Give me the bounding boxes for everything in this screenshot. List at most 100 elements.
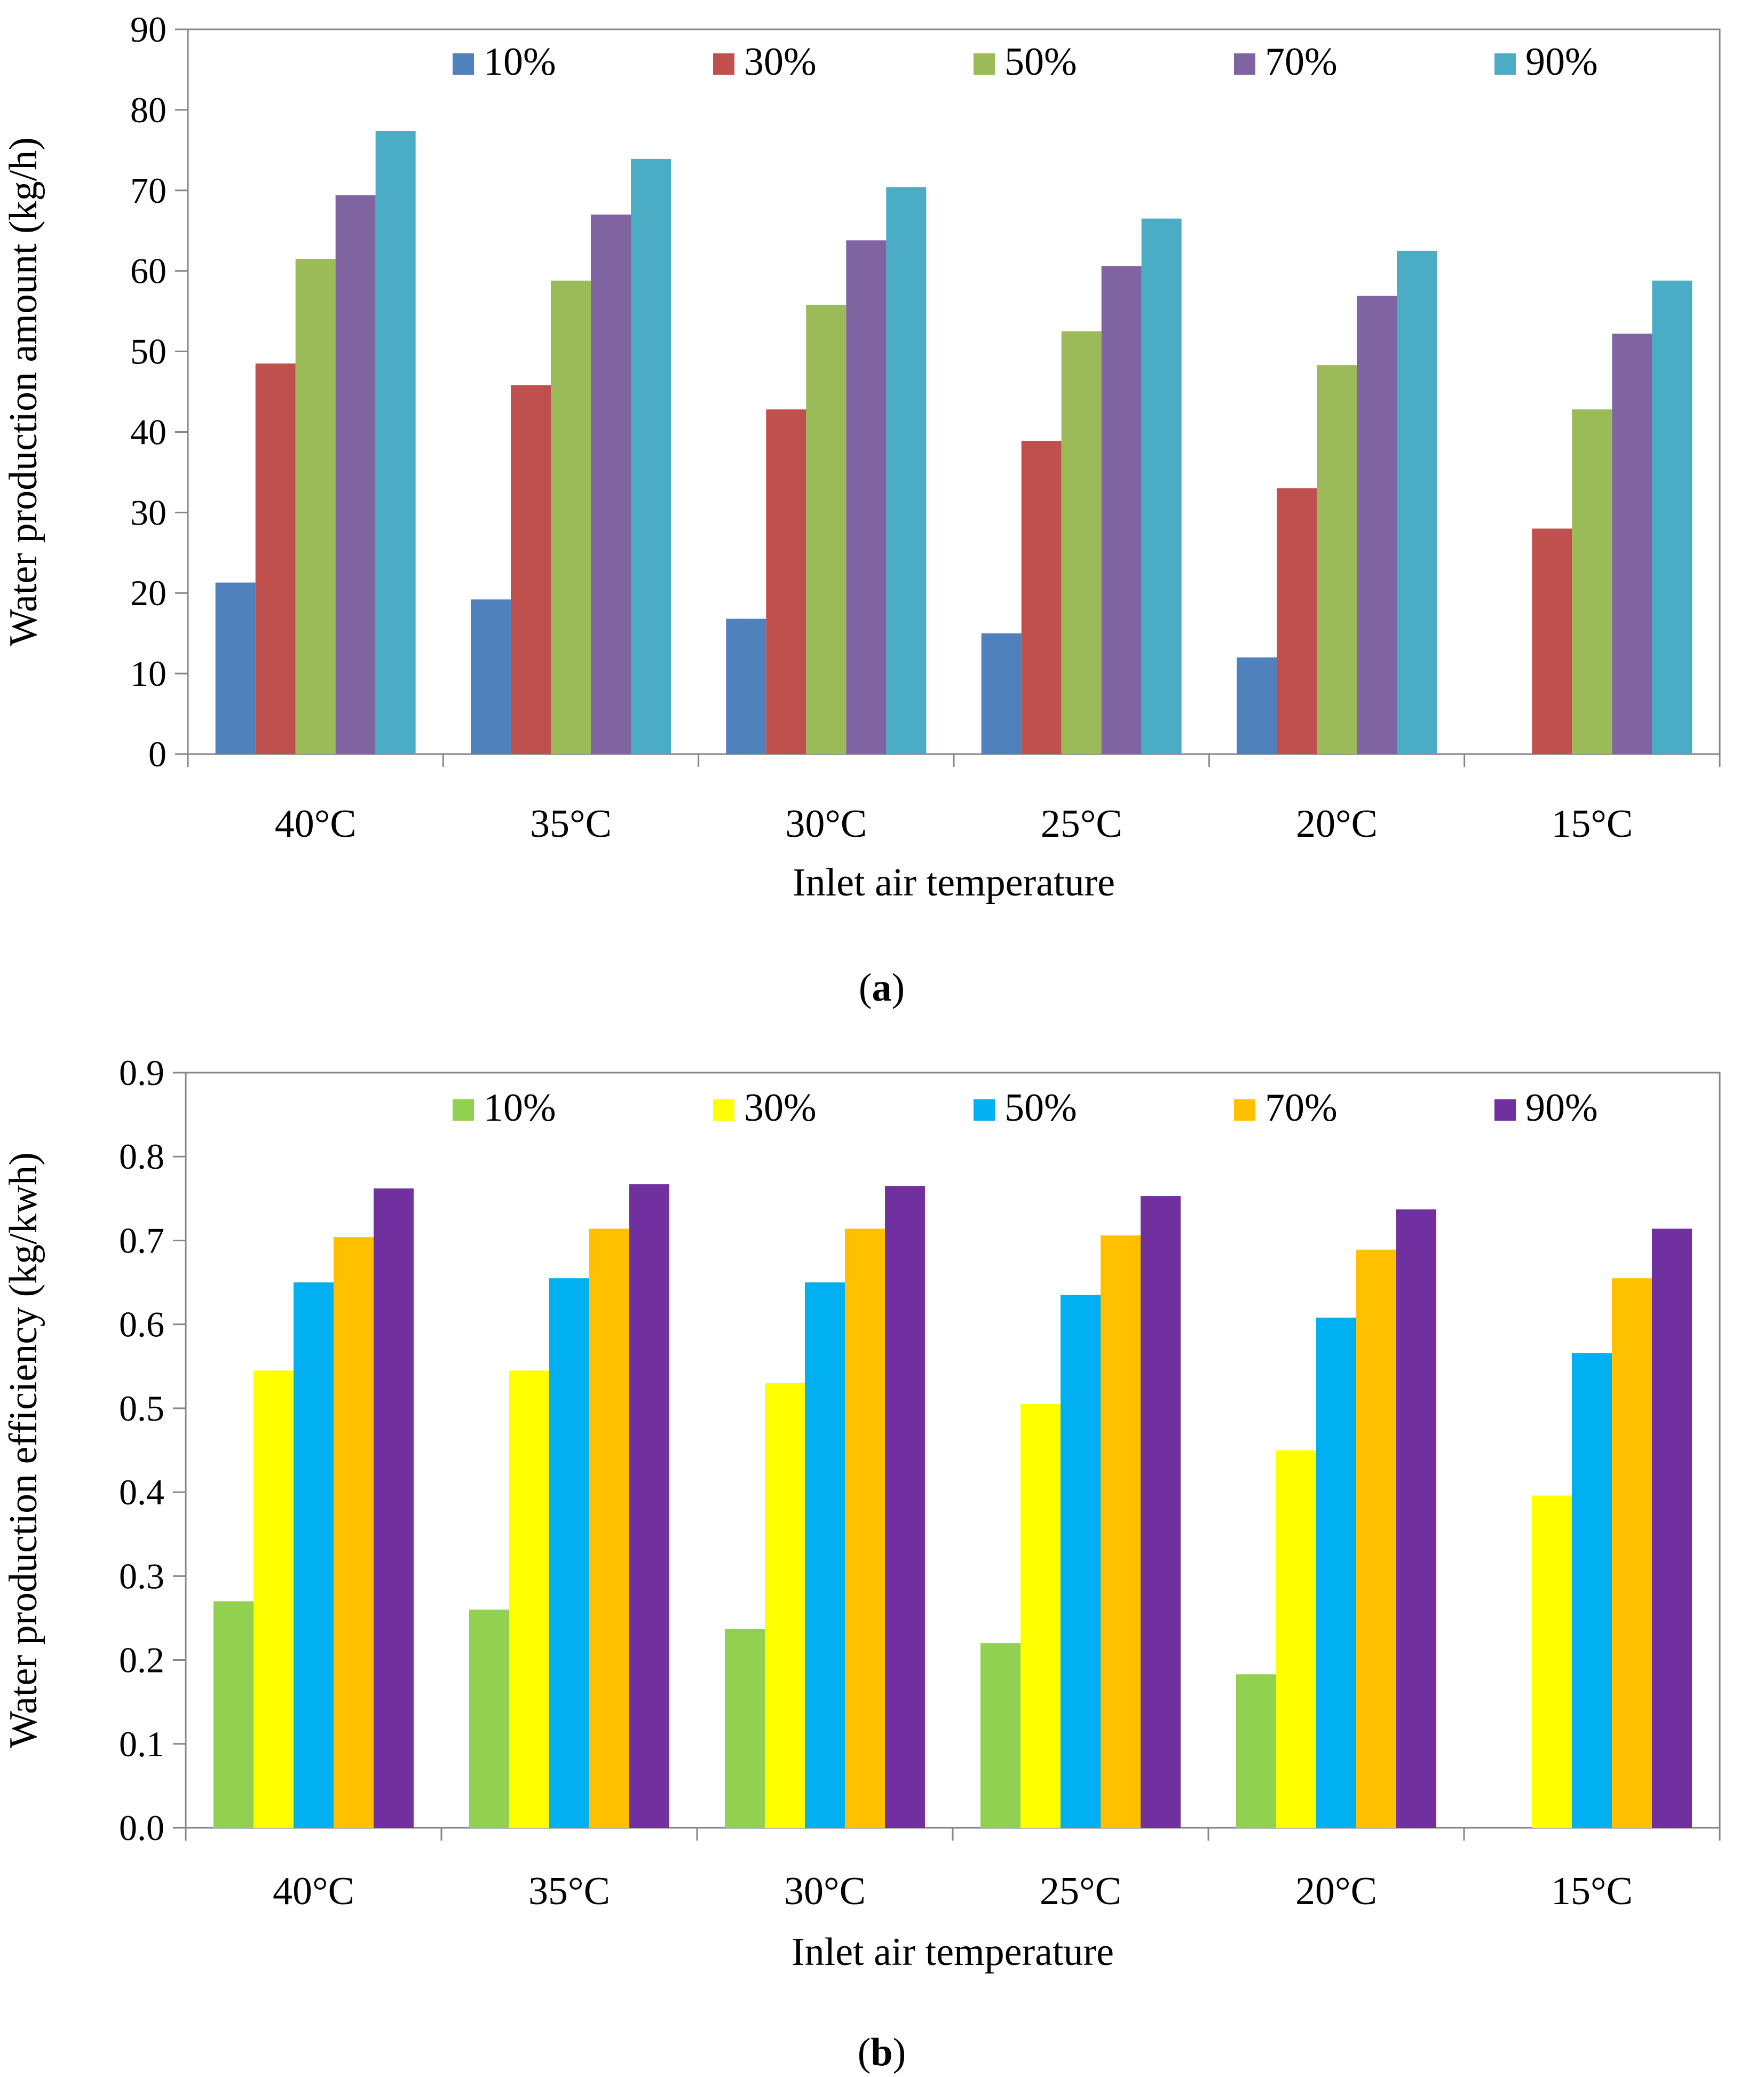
bar-10pct-1 [469, 1610, 509, 1828]
bar-90pct-2 [885, 1186, 925, 1828]
legend-swatch [1494, 1099, 1516, 1121]
y-tick-label: 90 [130, 9, 167, 50]
y-tick-label: 0.8 [119, 1136, 164, 1177]
legend-swatch [1234, 1099, 1255, 1121]
y-tick-label: 20 [130, 573, 167, 613]
bar-30pct-4 [1276, 1450, 1316, 1828]
x-category-label: 25°C [1040, 1869, 1121, 1913]
bar-90pct-4 [1397, 250, 1437, 754]
legend-label: 90% [1525, 1086, 1598, 1130]
x-category-label: 25°C [1041, 802, 1122, 846]
bar-10pct-0 [215, 582, 256, 754]
bar-50pct-2 [805, 1282, 845, 1828]
bar-90pct-1 [629, 1184, 669, 1828]
bar-50pct-3 [1061, 1295, 1101, 1828]
bar-90pct-2 [886, 187, 927, 755]
bar-30pct-2 [765, 1383, 805, 1828]
bar-30pct-2 [766, 409, 806, 754]
y-tick-label: 0.3 [119, 1556, 164, 1596]
bar-70pct-3 [1101, 1235, 1141, 1828]
bar-90pct-3 [1141, 1196, 1181, 1828]
y-tick-label: 40 [130, 411, 167, 452]
bar-30pct-1 [511, 385, 551, 754]
legend-swatch [1234, 53, 1255, 75]
bar-30pct-5 [1532, 528, 1572, 754]
bar-70pct-1 [589, 1228, 629, 1828]
legend-label: 90% [1525, 40, 1598, 84]
chart-panel-b: 0.0 0.1 0.2 0.3 0.4 0.5 0.6 0.7 0.8 0.9 40°C 35°C 30… [2, 1052, 1721, 1974]
bar-30pct-0 [254, 1370, 294, 1828]
x-category-label: 40°C [273, 1869, 354, 1913]
y-tick-label: 80 [130, 90, 167, 130]
bar-70pct-0 [334, 1237, 374, 1828]
bar-90pct-5 [1652, 1228, 1692, 1828]
chart-panel-a: 0 10 20 30 40 50 60 70 80 90 40°C 35°C 30°C 25°C 20°C 1… [2, 9, 1721, 905]
bar-50pct-0 [294, 1282, 334, 1828]
bar-30pct-4 [1277, 488, 1317, 754]
bar-10pct-0 [213, 1601, 254, 1828]
y-tick-label: 10 [130, 653, 167, 694]
bar-70pct-2 [846, 240, 887, 755]
plot-area [187, 28, 1721, 755]
plot-area [185, 1072, 1721, 1829]
bar-90pct-4 [1396, 1209, 1436, 1828]
bar-90pct-0 [374, 1188, 414, 1828]
bar-10pct-3 [981, 633, 1022, 754]
y-tick-label: 0.7 [119, 1220, 164, 1261]
bar-50pct-0 [295, 259, 336, 754]
x-category-label: 15°C [1551, 802, 1633, 846]
bar-10pct-3 [980, 1643, 1021, 1828]
bar-70pct-3 [1101, 266, 1142, 754]
bar-30pct-1 [509, 1370, 549, 1828]
y-tick-label: 0.2 [119, 1640, 164, 1680]
bar-50pct-1 [549, 1278, 589, 1828]
caption-a: (a) [859, 966, 905, 1010]
y-tick-label: 0 [148, 734, 167, 774]
y-axis-title: Water production amount (kg/h) [2, 137, 45, 646]
legend-label: 70% [1265, 1086, 1338, 1130]
y-tick-label: 0.0 [119, 1808, 164, 1848]
legend-swatch [453, 53, 474, 75]
bar-70pct-5 [1612, 334, 1652, 754]
bar-50pct-3 [1061, 331, 1102, 754]
legend-label: 30% [744, 1086, 817, 1130]
y-tick-label: 60 [130, 251, 167, 291]
bar-50pct-5 [1572, 1353, 1612, 1828]
y-tick-label: 0.6 [119, 1304, 164, 1345]
legend-swatch [974, 53, 995, 75]
bar-50pct-1 [551, 280, 591, 754]
y-tick-label: 50 [130, 331, 167, 372]
x-axis-title: Inlet air temperature [792, 1930, 1114, 1974]
bar-30pct-0 [255, 363, 296, 754]
legend-label: 10% [484, 1086, 556, 1130]
legend-label: 50% [1004, 40, 1077, 84]
bar-70pct-4 [1357, 296, 1397, 754]
bar-90pct-0 [375, 131, 416, 754]
y-tick-label: 30 [130, 492, 167, 533]
y-tick-label: 0.5 [119, 1388, 164, 1429]
bar-50pct-4 [1316, 1318, 1356, 1828]
bar-50pct-2 [806, 305, 847, 754]
y-tick-label: 0.4 [119, 1472, 164, 1512]
bar-30pct-5 [1532, 1495, 1572, 1828]
x-category-label: 15°C [1551, 1869, 1633, 1913]
caption-b: (b) [858, 2031, 906, 2074]
bar-70pct-0 [335, 195, 376, 755]
bar-90pct-5 [1652, 280, 1692, 754]
x-category-label: 35°C [528, 1869, 610, 1913]
bar-10pct-4 [1236, 1674, 1276, 1828]
legend-swatch [713, 53, 734, 75]
bar-50pct-5 [1572, 409, 1612, 754]
legend-label: 50% [1004, 1086, 1077, 1130]
x-axis-title: Inlet air temperature [793, 861, 1115, 905]
legend-label: 70% [1265, 40, 1338, 84]
x-category-label: 30°C [784, 1869, 866, 1913]
legend-label: 10% [484, 40, 556, 84]
legend-swatch [713, 1099, 734, 1121]
bar-70pct-2 [845, 1228, 885, 1828]
bar-90pct-1 [631, 158, 671, 754]
x-category-label: 35°C [530, 802, 612, 846]
bar-70pct-5 [1612, 1278, 1652, 1828]
bar-10pct-2 [725, 1629, 765, 1828]
